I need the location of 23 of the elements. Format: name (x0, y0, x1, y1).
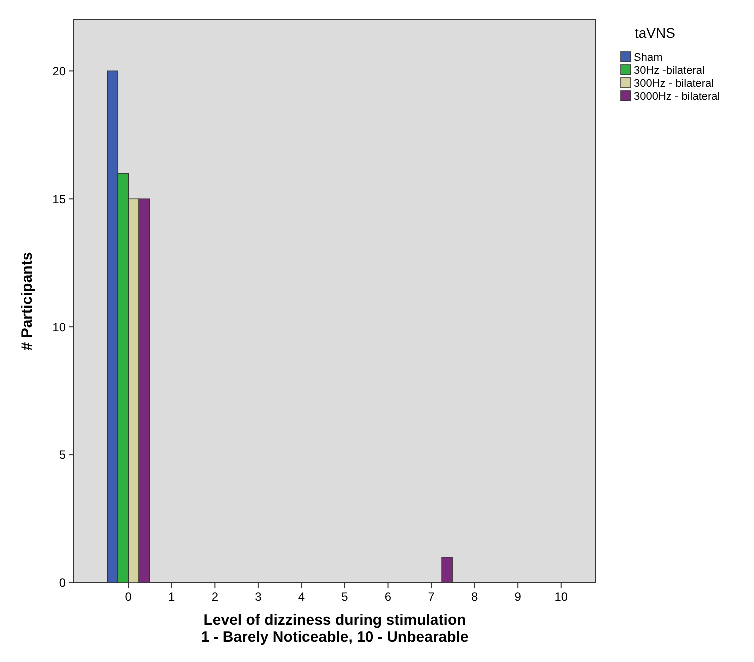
x-tick-label: 8 (471, 590, 478, 604)
legend-title: taVNS (635, 25, 676, 41)
y-tick-label: 20 (52, 64, 66, 78)
x-tick-label: 2 (212, 590, 219, 604)
y-tick-label: 15 (52, 192, 66, 206)
x-tick-label: 6 (384, 590, 392, 604)
x-tick-label: 5 (342, 590, 349, 604)
x-tick-label: 4 (298, 590, 306, 604)
x-tick-label: 10 (554, 590, 568, 604)
x-tick-label: 9 (514, 590, 522, 604)
y-tick-label: 5 (59, 448, 66, 462)
y-axis-title: # Participants (19, 252, 36, 351)
legend-label: 3000Hz - bilateral (634, 91, 720, 103)
x-tick-label: 3 (255, 590, 262, 604)
x-tick-label: 0 (125, 590, 132, 604)
y-tick-label: 0 (59, 576, 66, 590)
y-tick-label: 10 (52, 320, 66, 334)
legend-label: 30Hz -bilateral (634, 65, 705, 77)
legend-label: Sham (634, 52, 663, 64)
x-axis-title: Level of dizziness during stimulation 1 - Barely Noticeable, 10 - Unbearable (201, 612, 469, 646)
x-tick-label: 1 (168, 590, 176, 604)
legend-label: 300Hz - bilateral (634, 78, 714, 90)
x-tick-label: 7 (428, 590, 436, 604)
